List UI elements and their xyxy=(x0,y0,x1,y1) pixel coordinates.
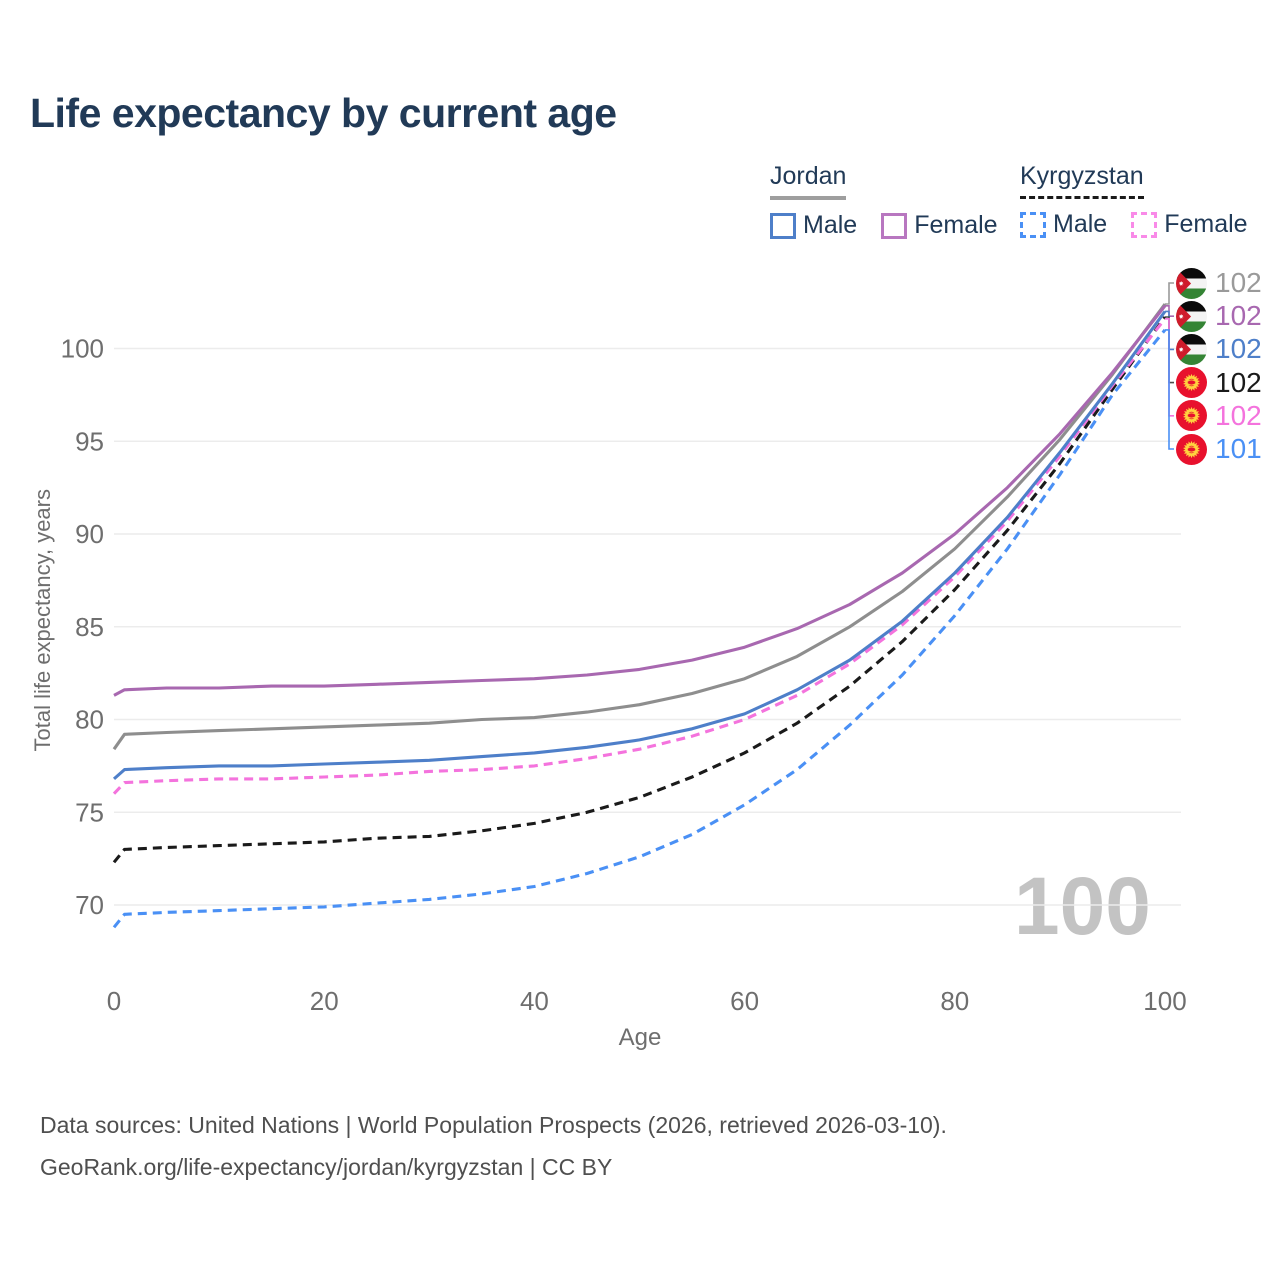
jordan-flag-icon xyxy=(1176,300,1207,332)
y-tick-label: 100 xyxy=(61,334,104,364)
end-value: 102 xyxy=(1215,366,1262,398)
end-label-leader-line xyxy=(1165,282,1174,305)
end-value-label-kyrgyzstan-male: 101 xyxy=(1176,433,1262,466)
legend-country-jordan[interactable]: Jordan xyxy=(770,162,847,200)
end-label-leader-line xyxy=(1165,329,1174,450)
x-axis-title: Age xyxy=(618,1024,662,1051)
current-age-watermark: 100 xyxy=(1014,861,1151,952)
series-line-jordan-all[interactable] xyxy=(112,303,1167,751)
page-title: Life expectancy by current age xyxy=(30,90,617,136)
jordan-flag-icon xyxy=(1176,267,1207,299)
x-tick-label: 40 xyxy=(520,986,549,1016)
end-value: 101 xyxy=(1215,433,1262,464)
kyrgyzstan-male-line-swatch-icon xyxy=(1020,211,1046,238)
legend-item-label: Female xyxy=(914,211,998,239)
end-value-label-kyrgyzstan-female: 102 xyxy=(1176,399,1262,432)
end-value: 102 xyxy=(1215,300,1262,332)
legend-item-jordan-male[interactable]: Male xyxy=(770,211,857,240)
kyrgyzstan-flag-icon xyxy=(1176,433,1207,465)
footer: Data sources: United Nations | World Pop… xyxy=(40,1104,947,1188)
end-value-label-jordan-female: 102 xyxy=(1176,300,1262,333)
series-line-kyrgyzstan-female[interactable] xyxy=(112,317,1167,795)
end-value-label-kyrgyzstan-all: 102 xyxy=(1176,366,1262,399)
y-tick-label: 80 xyxy=(75,705,104,735)
legend-item-label: Male xyxy=(803,211,858,239)
x-tick-label: 60 xyxy=(730,986,759,1016)
kyrgyzstan-flag-icon xyxy=(1176,400,1207,432)
y-tick-label: 95 xyxy=(75,426,104,456)
jordan-flag-icon xyxy=(1176,333,1207,365)
y-tick-label: 90 xyxy=(75,519,104,549)
y-axis-title: Total life expectancy, years xyxy=(30,488,55,752)
series-line-jordan-female[interactable] xyxy=(113,304,1167,697)
footer-data-sources: Data sources: United Nations | World Pop… xyxy=(40,1112,947,1138)
jordan-female-line-swatch-icon xyxy=(881,212,908,239)
y-tick-label: 70 xyxy=(75,890,104,920)
end-value-label-jordan-all: 102 xyxy=(1176,267,1262,300)
legend-item-kyrgyzstan-male[interactable]: Male xyxy=(1020,210,1107,239)
series-line-kyrgyzstan-male[interactable] xyxy=(112,328,1167,929)
x-tick-label: 80 xyxy=(940,986,969,1016)
legend-group-jordan: Jordan Male Female xyxy=(770,162,998,240)
x-tick-label: 20 xyxy=(310,986,339,1016)
legend-item-jordan-female[interactable]: Female xyxy=(881,211,998,240)
kyrgyzstan-flag-icon xyxy=(1176,367,1207,399)
end-value-label-jordan-male: 102 xyxy=(1176,333,1262,366)
legend-country-kyrgyzstan[interactable]: Kyrgyzstan xyxy=(1020,162,1144,199)
x-tick-label: 100 xyxy=(1143,986,1186,1016)
legend-group-kyrgyzstan: Kyrgyzstan Male Female xyxy=(1020,162,1248,239)
y-tick-label: 85 xyxy=(75,612,104,642)
end-value: 102 xyxy=(1215,399,1262,431)
y-tick-label: 75 xyxy=(75,797,104,827)
legend-item-label: Female xyxy=(1164,210,1248,238)
legend-item-kyrgyzstan-female[interactable]: Female xyxy=(1131,210,1248,239)
end-value: 102 xyxy=(1215,267,1262,298)
x-tick-label: 0 xyxy=(107,986,121,1016)
legend-item-label: Male xyxy=(1053,210,1108,238)
series-line-kyrgyzstan-all[interactable] xyxy=(112,316,1167,864)
series-line-jordan-male[interactable] xyxy=(112,310,1167,781)
kyrgyzstan-female-line-swatch-icon xyxy=(1131,211,1158,238)
end-value: 102 xyxy=(1215,333,1262,365)
jordan-male-line-swatch-icon xyxy=(770,212,796,239)
footer-attribution: GeoRank.org/life-expectancy/jordan/kyrgy… xyxy=(40,1154,613,1180)
